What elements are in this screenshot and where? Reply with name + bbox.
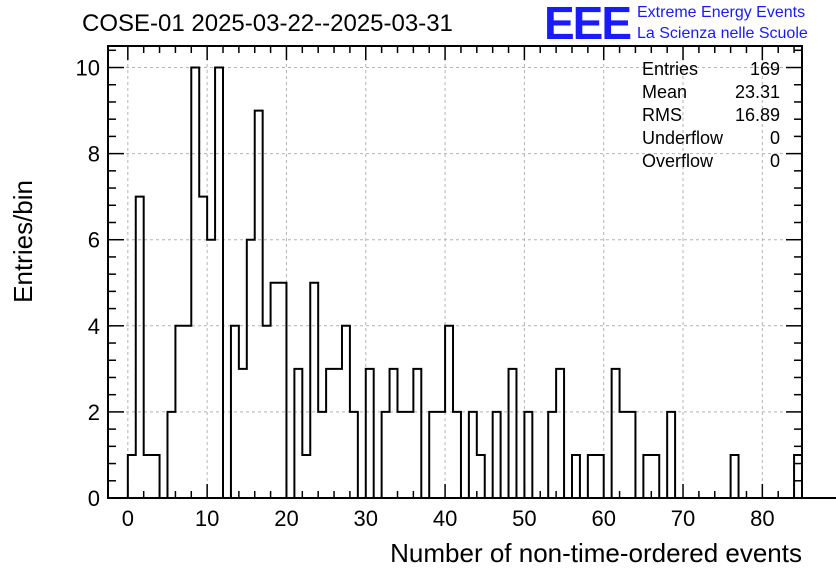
x-tick-label: 40 — [433, 506, 457, 531]
x-tick-label: 70 — [671, 506, 695, 531]
y-tick-label: 10 — [76, 56, 100, 81]
stats-value: 0 — [769, 128, 780, 148]
eee-logo: EEE — [544, 0, 632, 49]
stats-row-mean: Mean 23.31 — [642, 81, 780, 104]
x-tick-label: 10 — [195, 506, 219, 531]
x-tick-label: 20 — [274, 506, 298, 531]
chart-title: COSE-01 2025-03-22--2025-03-31 — [82, 10, 453, 37]
y-tick-label: 0 — [88, 486, 100, 511]
stats-value: 16.89 — [734, 105, 780, 125]
x-tick-label: 0 — [122, 506, 134, 531]
x-tick-label: 30 — [354, 506, 378, 531]
y-tick-label: 8 — [88, 142, 100, 167]
axes — [107, 45, 803, 499]
stats-value: 169 — [749, 59, 780, 79]
x-tick-label: 50 — [512, 506, 536, 531]
y-tick-label: 6 — [88, 228, 100, 253]
y-tick-labels: 0 2 4 6 8 10 — [76, 56, 100, 511]
y-axis-label: Entries/bin — [8, 180, 38, 303]
stats-label: Underflow — [642, 128, 724, 148]
plot-frame — [107, 45, 803, 499]
stats-value: 23.31 — [734, 82, 780, 102]
stats-label: RMS — [642, 105, 682, 125]
logo-line-1: Extreme Energy Events — [637, 4, 806, 21]
stats-row-entries: Entries 169 — [642, 58, 780, 81]
stats-value: 0 — [769, 151, 780, 171]
stats-box: Entries 169 Mean 23.31 RMS 16.89 Underfl… — [642, 58, 780, 173]
stats-label: Entries — [642, 59, 699, 79]
stats-row-rms: RMS 16.89 — [642, 104, 780, 127]
x-tick-label: 80 — [750, 506, 774, 531]
stats-label: Mean — [642, 82, 688, 102]
stats-row-overflow: Overflow 0 — [642, 150, 780, 173]
x-axis-label: Number of non-time-ordered events — [390, 538, 802, 568]
y-tick-label: 2 — [88, 400, 100, 425]
y-tick-label: 4 — [88, 314, 100, 339]
logo-line-2: La Scienza nelle Scuole — [637, 25, 808, 42]
x-tick-label: 60 — [591, 506, 615, 531]
stats-label: Overflow — [642, 151, 714, 171]
x-tick-labels: 0 10 20 30 40 50 60 70 80 — [122, 506, 775, 531]
stats-row-underflow: Underflow 0 — [642, 127, 780, 150]
